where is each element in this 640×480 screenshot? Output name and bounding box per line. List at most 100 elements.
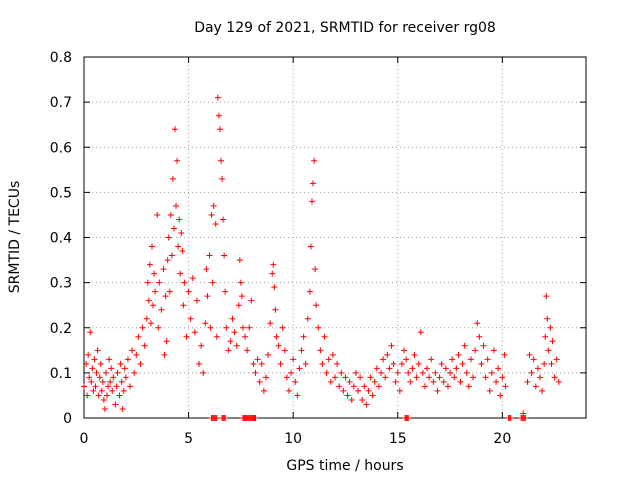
data-point — [382, 374, 389, 381]
data-point — [288, 369, 295, 376]
data-point — [203, 266, 210, 273]
data-point — [189, 275, 196, 282]
data-point — [92, 383, 99, 390]
data-point — [541, 360, 548, 367]
data-point — [187, 315, 194, 322]
data-point — [231, 329, 238, 336]
data-point — [246, 324, 253, 331]
data-points — [81, 94, 562, 421]
data-point — [215, 112, 222, 119]
chart-title: Day 129 of 2021, SRMTID for receiver rg0… — [194, 20, 496, 36]
data-point — [108, 365, 115, 372]
data-point — [350, 383, 357, 390]
data-point — [348, 396, 355, 403]
data-point — [528, 369, 535, 376]
data-point — [553, 356, 560, 363]
data-point — [212, 220, 219, 227]
data-point — [325, 356, 332, 363]
data-point — [476, 333, 483, 340]
data-point — [239, 324, 246, 331]
data-point — [488, 369, 495, 376]
data-point — [315, 324, 322, 331]
data-point — [497, 392, 504, 399]
y-tick-label: 0.3 — [50, 276, 72, 292]
data-point — [94, 347, 101, 354]
data-point — [344, 392, 351, 399]
data-point — [371, 378, 378, 385]
data-point — [155, 324, 162, 331]
data-point — [198, 342, 205, 349]
data-point — [507, 415, 514, 421]
data-point — [154, 211, 161, 218]
data-point — [91, 356, 98, 363]
data-point — [465, 383, 472, 390]
data-point — [244, 347, 251, 354]
data-point — [127, 383, 134, 390]
data-point — [428, 356, 435, 363]
data-point — [161, 351, 168, 358]
data-point — [281, 347, 288, 354]
data-point — [398, 360, 405, 367]
data-point — [308, 198, 315, 205]
y-tick-label: 0.2 — [50, 321, 72, 337]
data-point — [480, 342, 487, 349]
data-point — [166, 288, 173, 295]
data-point — [294, 392, 301, 399]
data-point — [453, 365, 460, 372]
data-point — [444, 383, 451, 390]
data-point — [534, 365, 541, 372]
data-point — [96, 374, 103, 381]
data-point — [174, 157, 181, 164]
data-point — [250, 360, 257, 367]
data-point — [434, 387, 441, 394]
data-point — [273, 333, 280, 340]
data-point — [196, 360, 203, 367]
data-point — [551, 374, 558, 381]
data-point — [202, 320, 209, 327]
y-tick-label: 0.4 — [50, 231, 72, 247]
data-point — [405, 369, 412, 376]
data-point — [165, 234, 172, 241]
data-point — [526, 351, 533, 358]
data-point — [218, 157, 225, 164]
data-point — [472, 347, 479, 354]
data-point — [271, 284, 278, 291]
data-point — [463, 369, 470, 376]
data-point — [543, 293, 550, 300]
data-point — [131, 369, 138, 376]
data-point — [300, 333, 307, 340]
data-point — [269, 270, 276, 277]
data-point — [544, 315, 551, 322]
data-point — [105, 383, 112, 390]
data-point — [137, 360, 144, 367]
data-point — [213, 333, 220, 340]
data-point — [106, 356, 113, 363]
data-point — [359, 396, 366, 403]
data-point — [173, 202, 180, 209]
data-point — [438, 360, 445, 367]
data-point — [223, 324, 230, 331]
data-point — [237, 279, 244, 286]
data-point — [375, 383, 382, 390]
data-point — [152, 288, 159, 295]
data-point — [329, 351, 336, 358]
data-point — [88, 378, 95, 385]
data-point — [545, 347, 552, 354]
data-point — [365, 387, 372, 394]
data-point — [162, 293, 169, 300]
data-point — [248, 297, 255, 304]
data-point — [97, 360, 104, 367]
data-point — [200, 369, 207, 376]
data-point — [112, 401, 119, 408]
data-point — [490, 347, 497, 354]
data-point — [98, 387, 105, 394]
data-point — [522, 415, 529, 421]
data-point — [183, 333, 190, 340]
data-point — [113, 383, 120, 390]
data-point — [90, 387, 97, 394]
data-point — [388, 342, 395, 349]
axis-ticks: 0 0.1 0.2 0.3 0.4 0.5 0.6 0.7 0.8 0 5 10 15 20 — [50, 50, 586, 447]
data-point — [417, 329, 424, 336]
data-point — [258, 360, 265, 367]
